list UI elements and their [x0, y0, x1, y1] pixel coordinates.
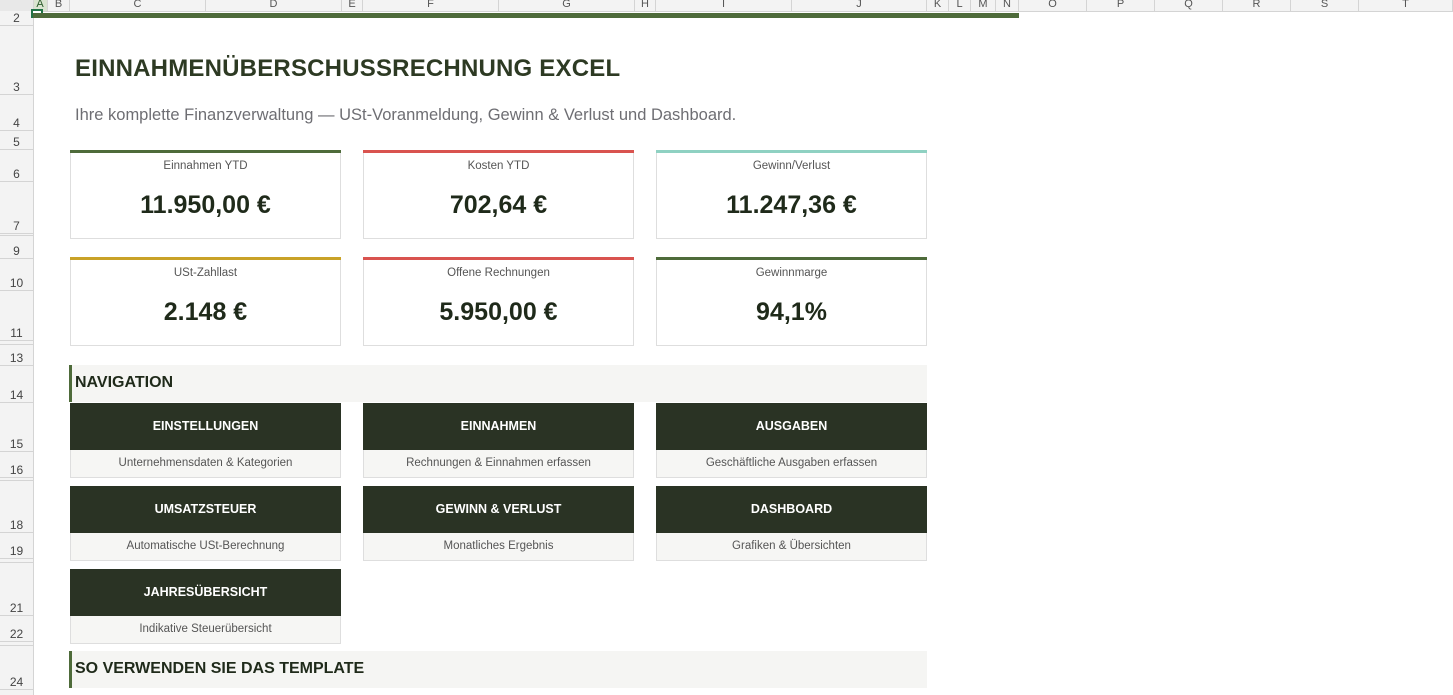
- nav-button-ausgaben[interactable]: AUSGABEN: [656, 403, 927, 450]
- kpi-card-income: Einnahmen YTD 11.950,00 €: [70, 150, 341, 239]
- row-header-18[interactable]: 18: [0, 481, 33, 533]
- section-header-howto: SO VERWENDEN SIE DAS TEMPLATE: [69, 651, 927, 688]
- row-header-24[interactable]: 24: [0, 646, 33, 690]
- column-header-a[interactable]: A: [33, 0, 48, 11]
- kpi-accent-bar: [70, 257, 341, 260]
- section-title: NAVIGATION: [75, 374, 174, 391]
- nav-description: Unternehmensdaten & Kategorien: [70, 450, 341, 478]
- row-header-21[interactable]: 21: [0, 563, 33, 616]
- nav-description: Monatliches Ergebnis: [363, 533, 634, 561]
- column-header-q[interactable]: Q: [1155, 0, 1223, 11]
- top-accent-line: [33, 13, 1019, 18]
- kpi-accent-bar: [656, 150, 927, 153]
- nav-item-ausgaben: AUSGABEN Geschäftliche Ausgaben erfassen: [656, 403, 927, 478]
- kpi-value: 702,64 €: [449, 191, 548, 219]
- row-header-20[interactable]: 20: [0, 559, 33, 563]
- column-header-t[interactable]: T: [1359, 0, 1453, 11]
- kpi-card-open-invoices: Offene Rechnungen 5.950,00 €: [363, 257, 634, 346]
- kpi-value: 94,1%: [756, 298, 827, 326]
- column-header-j[interactable]: J: [792, 0, 927, 11]
- nav-item-gewinn-verlust: GEWINN & VERLUST Monatliches Ergebnis: [363, 486, 634, 561]
- nav-button-jahresuebersicht[interactable]: JAHRESÜBERSICHT: [70, 569, 341, 616]
- section-header-navigation: NAVIGATION: [69, 365, 927, 402]
- nav-description: Rechnungen & Einnahmen erfassen: [363, 450, 634, 478]
- page-subtitle: Ihre komplette Finanzverwaltung — USt-Vo…: [75, 106, 737, 124]
- kpi-card-vat: USt-Zahllast 2.148 €: [70, 257, 341, 346]
- row-header-4[interactable]: 4: [0, 95, 33, 131]
- row-header-bar: 23456789101112131415161718192021222324: [0, 11, 34, 695]
- column-header-f[interactable]: F: [363, 0, 499, 11]
- kpi-label: Einnahmen YTD: [163, 160, 248, 172]
- row-header-16[interactable]: 16: [0, 452, 33, 478]
- row-header-9[interactable]: 9: [0, 236, 33, 259]
- nav-item-einstellungen: EINSTELLUNGEN Unternehmensdaten & Katego…: [70, 403, 341, 478]
- row-header-8[interactable]: 8: [0, 234, 33, 236]
- kpi-card-costs: Kosten YTD 702,64 €: [363, 150, 634, 239]
- kpi-value: 2.148 €: [163, 298, 248, 326]
- column-header-i[interactable]: I: [656, 0, 792, 11]
- row-header-22[interactable]: 22: [0, 616, 33, 642]
- section-title: SO VERWENDEN SIE DAS TEMPLATE: [75, 660, 365, 677]
- kpi-accent-bar: [363, 257, 634, 260]
- row-header-11[interactable]: 11: [0, 291, 33, 341]
- row-header-3[interactable]: 3: [0, 26, 33, 95]
- column-header-l[interactable]: L: [949, 0, 971, 11]
- nav-button-einstellungen[interactable]: EINSTELLUNGEN: [70, 403, 341, 450]
- column-header-e[interactable]: E: [342, 0, 363, 11]
- row-header-14[interactable]: 14: [0, 366, 33, 403]
- column-header-b[interactable]: B: [48, 0, 70, 11]
- select-all-corner[interactable]: [0, 0, 34, 11]
- column-header-o[interactable]: O: [1019, 0, 1087, 11]
- kpi-label: USt-Zahllast: [173, 267, 238, 279]
- row-header-7[interactable]: 7: [0, 182, 33, 234]
- kpi-label: Kosten YTD: [467, 160, 530, 172]
- nav-description: Grafiken & Übersichten: [656, 533, 927, 561]
- row-header-19[interactable]: 19: [0, 533, 33, 559]
- kpi-accent-bar: [70, 150, 341, 153]
- column-header-k[interactable]: K: [927, 0, 949, 11]
- nav-description: Geschäftliche Ausgaben erfassen: [656, 450, 927, 478]
- column-header-m[interactable]: M: [971, 0, 996, 11]
- row-header-15[interactable]: 15: [0, 403, 33, 452]
- row-header-23[interactable]: 23: [0, 642, 33, 646]
- nav-item-umsatzsteuer: UMSATZSTEUER Automatische USt-Berechnung: [70, 486, 341, 561]
- nav-button-gewinn-verlust[interactable]: GEWINN & VERLUST: [363, 486, 634, 533]
- column-header-c[interactable]: C: [70, 0, 206, 11]
- column-header-r[interactable]: R: [1223, 0, 1291, 11]
- nav-button-umsatzsteuer[interactable]: UMSATZSTEUER: [70, 486, 341, 533]
- column-header-h[interactable]: H: [635, 0, 656, 11]
- nav-item-jahresuebersicht: JAHRESÜBERSICHT Indikative Steuerübersic…: [70, 569, 341, 644]
- row-header-17[interactable]: 17: [0, 478, 33, 481]
- nav-button-einnahmen[interactable]: EINNAHMEN: [363, 403, 634, 450]
- nav-item-einnahmen: EINNAHMEN Rechnungen & Einnahmen erfasse…: [363, 403, 634, 478]
- row-header-12[interactable]: 12: [0, 341, 33, 345]
- column-header-n[interactable]: N: [996, 0, 1019, 11]
- kpi-value: 11.950,00 €: [140, 191, 271, 219]
- nav-description: Indikative Steuerübersicht: [70, 616, 341, 644]
- nav-item-dashboard: DASHBOARD Grafiken & Übersichten: [656, 486, 927, 561]
- row-header-10[interactable]: 10: [0, 259, 33, 291]
- page-title: EINNAHMENÜBERSCHUSSRECHNUNG EXCEL: [75, 55, 621, 82]
- kpi-value: 5.950,00 €: [439, 298, 558, 326]
- column-header-p[interactable]: P: [1087, 0, 1155, 11]
- row-header-5[interactable]: 5: [0, 131, 33, 150]
- row-header-6[interactable]: 6: [0, 150, 33, 182]
- row-header-2[interactable]: 2: [0, 11, 33, 26]
- kpi-label: Offene Rechnungen: [447, 267, 550, 279]
- nav-description: Automatische USt-Berechnung: [70, 533, 341, 561]
- kpi-label: Gewinnmarge: [755, 267, 828, 279]
- kpi-card-profit: Gewinn/Verlust 11.247,36 €: [656, 150, 927, 239]
- kpi-accent-bar: [656, 257, 927, 260]
- kpi-label: Gewinn/Verlust: [752, 160, 831, 172]
- kpi-card-margin: Gewinnmarge 94,1%: [656, 257, 927, 346]
- column-header-d[interactable]: D: [206, 0, 342, 11]
- kpi-value: 11.247,36 €: [726, 191, 857, 219]
- row-header-13[interactable]: 13: [0, 345, 33, 366]
- column-header-g[interactable]: G: [499, 0, 635, 11]
- nav-button-dashboard[interactable]: DASHBOARD: [656, 486, 927, 533]
- column-header-s[interactable]: S: [1291, 0, 1359, 11]
- kpi-accent-bar: [363, 150, 634, 153]
